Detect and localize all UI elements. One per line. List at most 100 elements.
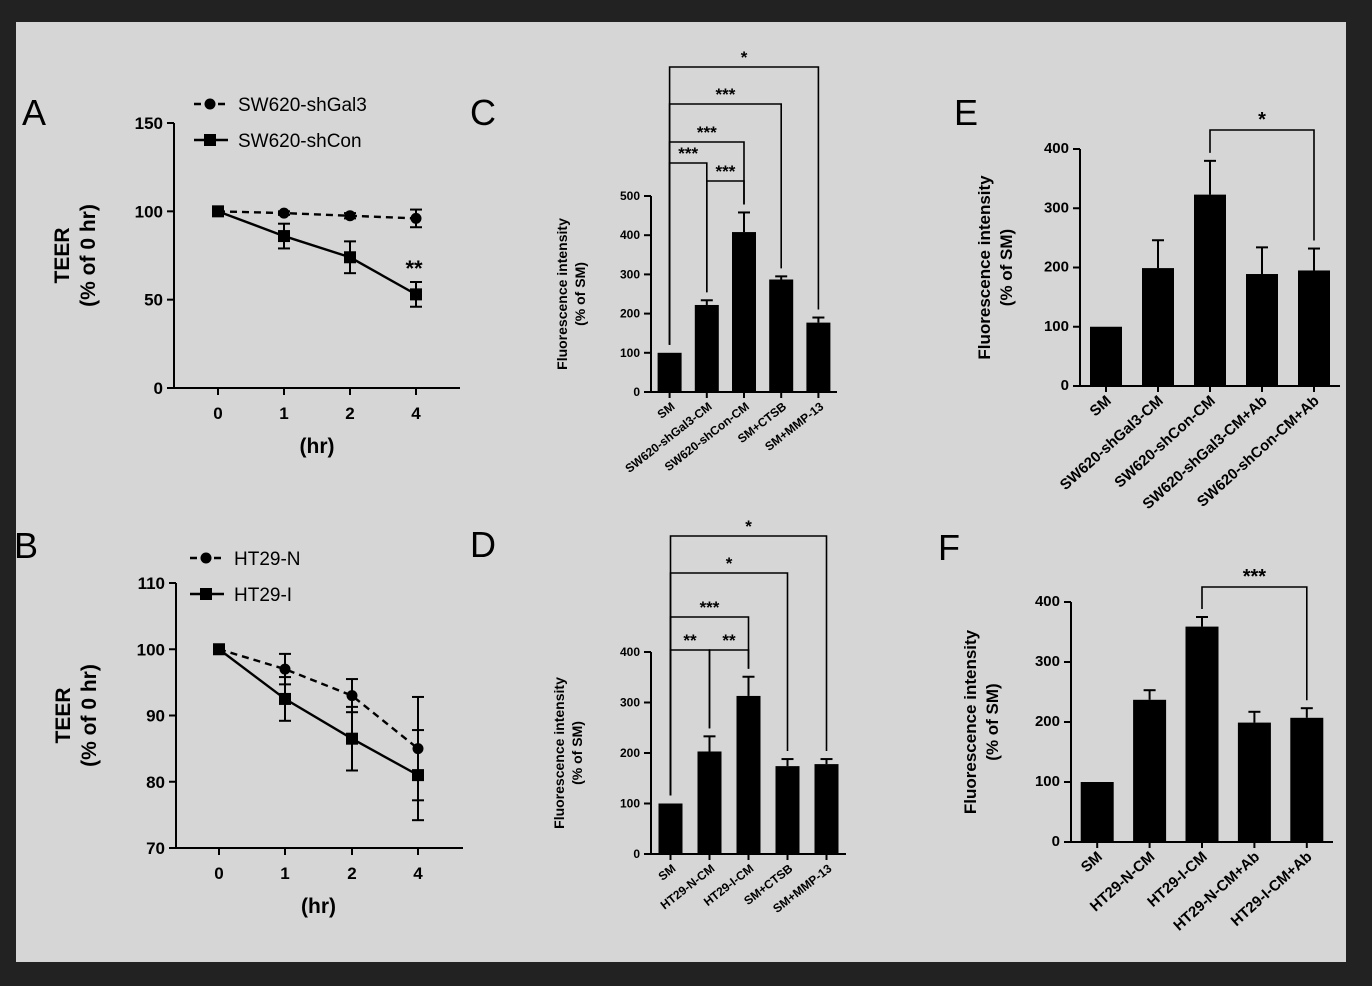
bracket-line	[1201, 586, 1308, 701]
significance-label: ***	[715, 85, 735, 104]
x-axis-title: (hr)	[301, 895, 336, 918]
panel-letter: A	[22, 92, 46, 133]
x-tick-label: SM	[1078, 848, 1106, 876]
data-point-square	[410, 288, 422, 301]
y-tick-label: 70	[146, 839, 165, 858]
x-tick-label: SM	[656, 861, 679, 883]
data-point-square	[213, 643, 225, 656]
figure-canvas: A 0 50 100 150 TEER (% of 0 hr) 0 1 2 4 (hr) SW620-s…	[16, 22, 1346, 962]
y-tick-label: 400	[1044, 140, 1069, 157]
y-axis-title-line: TEER	[51, 227, 74, 283]
bar	[1194, 194, 1226, 386]
y-tick-label: 100	[620, 346, 640, 360]
x-tick-label: 1	[279, 404, 288, 423]
y-tick-label: 200	[1044, 259, 1069, 276]
panel-a: A 0 50 100 150 TEER (% of 0 hr) 0 1 2 4 (hr) SW620-s…	[22, 92, 460, 458]
y-axis-title-line: (% of SM)	[572, 262, 588, 326]
x-tick-label: 0	[214, 864, 223, 883]
y-tick-label: 500	[620, 189, 640, 203]
legend-label: SW620-shGal3	[238, 95, 367, 116]
y-tick-label: 100	[1044, 318, 1069, 335]
significance-label: *	[1258, 109, 1266, 131]
panel-letter: D	[470, 524, 496, 565]
bar	[658, 803, 683, 854]
y-axis-title-line: Fluorescence intensity	[554, 218, 570, 370]
panel-e: E 0 100 200 300 400 Fluorescence intensity (% o…	[954, 92, 1340, 513]
data-point-circle	[279, 663, 291, 675]
y-axis-title: Fluorescence intensity (% of SM)	[961, 629, 1002, 814]
bar	[736, 695, 761, 854]
significance-label: *	[726, 554, 733, 573]
significance-bracket: *	[669, 554, 789, 796]
significance-bracket: *	[669, 517, 828, 796]
x-tick-label: 4	[411, 404, 421, 423]
y-tick-label: 200	[1035, 713, 1060, 730]
x-tick-label: 2	[347, 864, 356, 883]
y-axis-title-line: (% of SM)	[997, 229, 1016, 306]
data-point-square	[412, 769, 424, 782]
legend-label: SW620-shCon	[238, 131, 362, 152]
panel-letter: E	[954, 92, 978, 133]
bar	[732, 232, 756, 392]
y-tick-label: 0	[633, 847, 640, 861]
y-tick-label: 200	[620, 307, 640, 321]
panel-letter: F	[938, 527, 960, 568]
y-tick-label: 50	[144, 291, 163, 310]
x-tick-label: 4	[413, 864, 423, 883]
significance-label: *	[741, 48, 748, 67]
bar	[1080, 782, 1114, 842]
legend-label: HT29-N	[234, 549, 301, 570]
y-tick-label: 300	[1044, 199, 1069, 216]
significance-bracket: *	[1209, 109, 1315, 241]
significance-label: ***	[678, 144, 698, 163]
y-axis-title-line: (% of 0 hr)	[78, 664, 101, 767]
series-line-1	[218, 648, 419, 777]
y-axis-title-line: Fluorescence intensity	[975, 175, 994, 360]
y-axis-title: Fluorescence intensity (% of SM)	[975, 175, 1016, 360]
significance-label: **	[405, 256, 423, 281]
series-line-1	[217, 210, 417, 296]
legend-entry: HT29-N	[190, 549, 301, 570]
y-tick-label: 100	[137, 640, 165, 659]
bracket-line	[668, 103, 783, 345]
y-tick-label: 110	[138, 574, 165, 593]
x-axis-title: (hr)	[300, 435, 335, 458]
y-axis-title-line: (% of SM)	[983, 683, 1002, 760]
bar	[1237, 722, 1271, 842]
y-tick-label: 100	[620, 797, 640, 811]
bracket-line	[668, 66, 820, 345]
x-tick-label: SM	[655, 399, 678, 421]
bracket-line	[1209, 129, 1315, 241]
bar	[769, 279, 794, 392]
data-point-circle	[344, 210, 356, 222]
x-tick-label: 1	[280, 864, 289, 883]
data-point-square	[344, 251, 356, 264]
significance-label: ***	[697, 123, 717, 142]
panel-f: F 0 100 200 300 400 Fluorescence intensity (% o…	[938, 527, 1333, 934]
bracket-line	[669, 572, 789, 796]
y-tick-label: 0	[154, 379, 163, 398]
bar	[657, 352, 682, 392]
y-axis-title-line: (% of SM)	[569, 721, 585, 785]
bar	[1185, 626, 1219, 842]
series-line-0	[218, 648, 419, 750]
x-tick-label: SM	[1087, 392, 1115, 420]
bar	[694, 304, 719, 392]
legend-entry: SW620-shGal3	[194, 95, 367, 116]
bar	[1142, 268, 1174, 386]
y-tick-label: 80	[146, 773, 165, 792]
bar	[1246, 274, 1278, 386]
significance-bracket: *	[668, 48, 820, 345]
bar	[697, 751, 722, 854]
x-tick-label: 2	[345, 404, 354, 423]
significance-label: ***	[1243, 566, 1267, 588]
significance-label: *	[745, 517, 752, 536]
y-tick-label: 100	[1035, 773, 1060, 790]
x-tick-label: 0	[213, 404, 222, 423]
panel-d: D 0 100 200 300 400 Fluorescence intensity (% o…	[470, 517, 846, 916]
panel-b: B 70 80 90 100 110 TEER (% of 0 hr) 0 1 2 4 (hr) HT29…	[16, 525, 463, 918]
data-point-square	[278, 230, 290, 243]
y-tick-label: 200	[620, 746, 640, 760]
legend-marker-circle	[200, 552, 212, 564]
